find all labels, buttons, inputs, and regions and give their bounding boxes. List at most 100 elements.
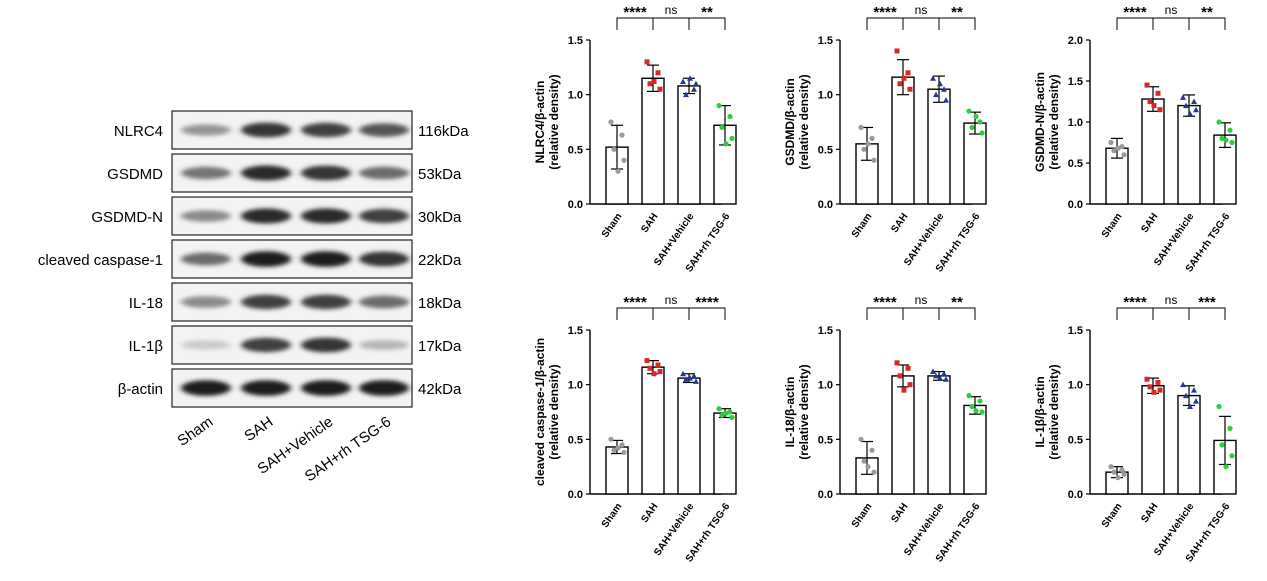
data-point <box>1180 381 1186 388</box>
data-point <box>1151 389 1157 395</box>
significance-label: ns <box>1165 3 1178 17</box>
x-tick-label: SAH <box>889 211 910 235</box>
blot-size-label: 22kDa <box>418 252 462 269</box>
bar-3 <box>713 412 737 495</box>
significance-bracket <box>902 17 940 30</box>
data-point <box>1193 398 1199 404</box>
y-axis-label-units: (relative density) <box>1047 364 1061 459</box>
data-point <box>723 410 729 416</box>
bar-chart-grid: 0.0 0.5 1.0 1.5 NLRC4/β-actin (relative densi… <box>500 0 1267 576</box>
data-point <box>861 146 867 152</box>
chart-panel-2: 0.0 0.5 1.0 1.5 2.0 GSDMD-N/β-actin (relative … <box>1033 3 1237 274</box>
blot-row-4: IL-18 18kDa <box>129 282 462 322</box>
blot-band <box>241 337 291 353</box>
significance-label: *** <box>1198 294 1216 311</box>
data-point <box>621 157 627 163</box>
data-point <box>1147 384 1153 390</box>
chart-panel-4: 0.0 0.5 1.0 1.5 IL-18/β-actin (relative densi… <box>783 293 987 564</box>
significance-bracket <box>1152 17 1190 30</box>
blot-band <box>359 251 409 267</box>
data-point <box>611 447 617 453</box>
data-point <box>716 103 722 109</box>
blot-band <box>181 252 231 266</box>
blot-band <box>301 122 351 138</box>
significance-label: **** <box>1123 4 1147 21</box>
data-point <box>1155 90 1161 96</box>
x-tick-label: Sham <box>1100 211 1125 240</box>
blot-lane-label: Sham <box>174 413 216 449</box>
data-point <box>651 79 657 85</box>
blot-band <box>359 340 409 350</box>
data-point <box>869 447 875 453</box>
data-point <box>894 48 900 54</box>
significance-label: **** <box>695 294 719 311</box>
data-point <box>719 412 725 418</box>
y-tick-label: 1.5 <box>818 35 833 47</box>
data-point <box>1115 145 1121 151</box>
data-point <box>683 91 689 98</box>
blot-row-3: cleaved caspase-1 22kDa <box>38 239 462 279</box>
data-point <box>930 368 936 375</box>
blot-band <box>301 294 351 310</box>
x-tick-label: Sham <box>1100 501 1125 530</box>
data-point <box>897 81 903 87</box>
bar-1 <box>1141 385 1165 495</box>
y-axis-label: GSDMD-N/β-actin <box>1033 72 1047 172</box>
significance-bracket <box>1188 307 1226 320</box>
significance-label: ns <box>1165 293 1178 307</box>
data-point <box>1119 467 1125 473</box>
data-point <box>865 141 871 147</box>
blot-protein-label: β-actin <box>118 381 163 398</box>
data-point <box>655 362 661 368</box>
data-point <box>647 365 653 371</box>
data-point <box>933 372 939 379</box>
bar-2 <box>1177 104 1201 205</box>
significance-label: ns <box>915 3 928 17</box>
data-point <box>901 387 907 393</box>
data-point <box>901 75 907 81</box>
blot-row-6: β-actin 42kDa <box>118 368 462 408</box>
data-point <box>861 458 867 464</box>
y-axis-label: IL-1β/β-actin <box>1033 376 1047 447</box>
data-point <box>1187 110 1193 117</box>
y-axis-label: GSDMD/β-actin <box>783 78 797 165</box>
significance-bracket <box>688 17 726 30</box>
y-tick-label: 1.0 <box>818 90 833 102</box>
data-point <box>977 398 983 404</box>
data-point <box>865 464 871 470</box>
blot-size-label: 17kDa <box>418 338 462 355</box>
chart-panel-1: 0.0 0.5 1.0 1.5 GSDMD/β-actin (relative densi… <box>783 3 987 274</box>
bar-3 <box>963 404 987 495</box>
blot-band <box>181 296 231 308</box>
blot-protein-label: IL-18 <box>129 295 163 312</box>
blot-size-label: 53kDa <box>418 166 462 183</box>
significance-bracket <box>1188 17 1226 30</box>
data-point <box>907 86 913 92</box>
data-point <box>680 370 686 377</box>
x-tick-label: Sham <box>600 211 625 240</box>
significance-bracket <box>902 307 940 320</box>
data-point <box>729 135 735 141</box>
data-point <box>943 97 949 103</box>
data-point <box>979 409 985 415</box>
data-point <box>905 70 911 76</box>
data-point <box>691 372 697 379</box>
data-point <box>943 376 949 382</box>
data-point <box>1157 107 1163 113</box>
data-point <box>894 360 900 366</box>
blot-band <box>359 166 409 180</box>
data-point <box>1219 442 1225 448</box>
data-point <box>969 403 975 410</box>
y-tick-label: 1.5 <box>818 325 833 337</box>
blot-band <box>359 123 409 137</box>
x-tick-label: Sham <box>850 501 875 530</box>
blot-protein-label: cleaved caspase-1 <box>38 252 163 269</box>
data-point <box>858 436 864 442</box>
data-point <box>897 373 903 379</box>
significance-label: ns <box>915 293 928 307</box>
data-point <box>719 124 725 131</box>
y-tick-label: 2.0 <box>1068 35 1083 47</box>
blot-band <box>181 210 231 222</box>
data-point <box>1223 464 1229 470</box>
blot-size-label: 30kDa <box>418 209 462 226</box>
